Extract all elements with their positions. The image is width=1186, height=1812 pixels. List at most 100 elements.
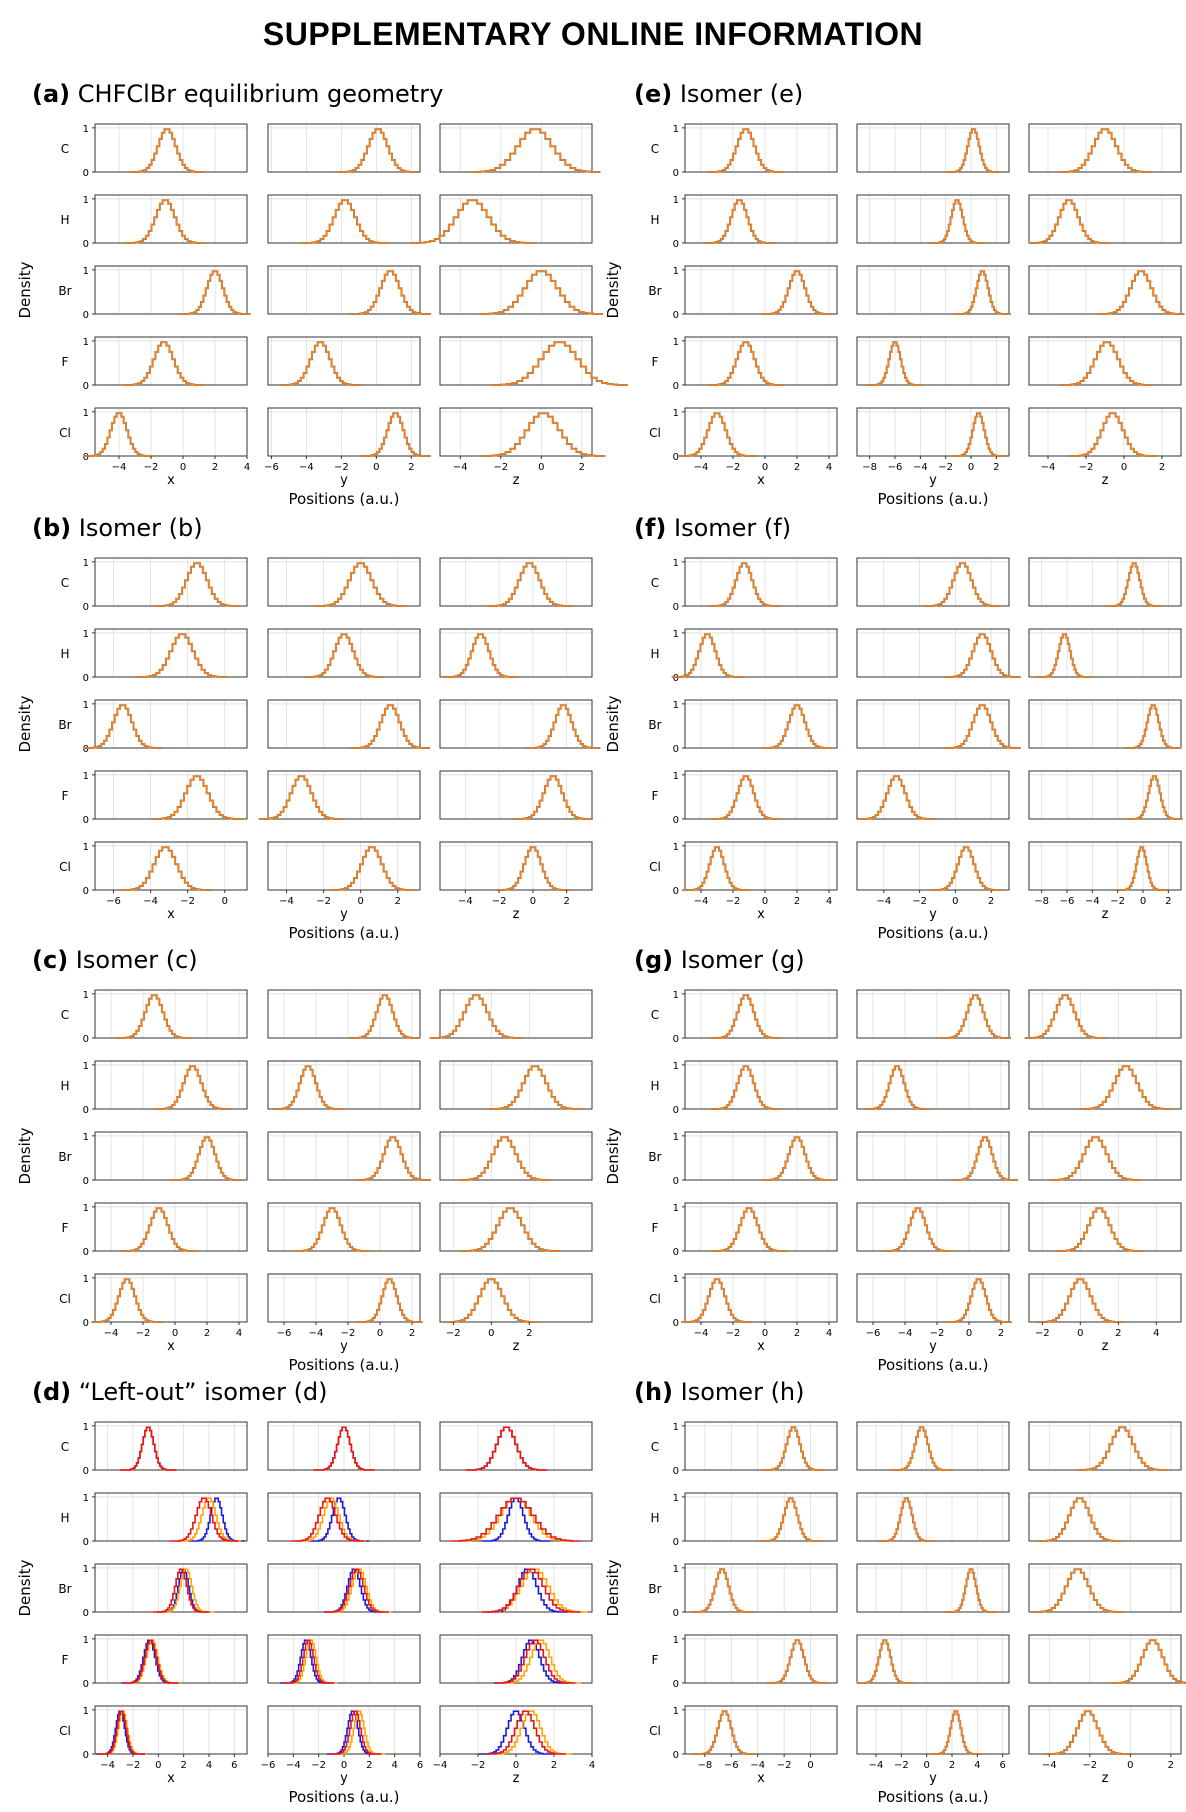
histogram-series (954, 270, 1011, 315)
axes-Cl-y: −6 −4 −2 0 2 y (856, 1273, 1012, 1354)
column-label: y (929, 473, 937, 488)
atom-label: C (651, 1008, 659, 1022)
x-axis-label: Positions (a.u.) (878, 924, 989, 942)
y-tick-label: 1 (673, 408, 679, 419)
histogram-series (151, 775, 243, 820)
axes-F-y (267, 1634, 421, 1684)
axes-C-x: 10 (673, 1421, 838, 1477)
histogram-series (350, 704, 430, 749)
x-tick-label: 4 (391, 1760, 397, 1771)
axes-frame (856, 1705, 1010, 1755)
axes-frame (1028, 1421, 1182, 1471)
atom-label: C (651, 1440, 659, 1454)
axes-Cl-x: 1 0 −8 −6 −4 −2 0 x (673, 1705, 838, 1786)
x-tick-label: −6 (277, 1328, 292, 1339)
x-tick-label: 2 (998, 1328, 1004, 1339)
histogram-series (176, 1497, 242, 1542)
x-tick-label: 0 (377, 1328, 383, 1339)
histogram-series (282, 1639, 335, 1684)
x-tick-label: 0 (966, 1328, 972, 1339)
y-tick-label: 0 (673, 1105, 679, 1116)
histogram-series (123, 341, 205, 386)
axes-frame (94, 265, 248, 315)
axes-frame (1028, 699, 1182, 749)
axes-frame (1028, 989, 1182, 1039)
histogram-series (124, 199, 207, 244)
panel-e: (e) Isomer (e)DensityC10H10Br10F10Cl10−4… (604, 80, 1185, 508)
histogram-series (301, 199, 389, 244)
column-label: y (340, 907, 348, 922)
x-tick-label: 6 (231, 1760, 237, 1771)
histogram-series (83, 412, 155, 457)
x-tick-label: 4 (589, 1760, 595, 1771)
histogram-series (329, 846, 415, 891)
histogram-series (923, 562, 1002, 607)
axes-frame (1028, 1202, 1182, 1252)
axes-C-y (267, 1421, 421, 1471)
column-label: z (1102, 1771, 1109, 1786)
histogram-series (154, 1065, 231, 1110)
x-tick-label: 2 (180, 1760, 186, 1771)
axes-frame (267, 1634, 421, 1684)
histogram-series (120, 1207, 198, 1252)
x-tick-label: 2 (1115, 1328, 1121, 1339)
histogram-series (481, 412, 606, 457)
x-tick-label: −2 (1079, 462, 1094, 473)
histogram-series (356, 1278, 423, 1323)
x-tick-label: −2 (726, 896, 741, 907)
column-label: x (167, 1771, 175, 1786)
y-tick-label: 1 (83, 1203, 89, 1214)
axes-F-y (856, 1634, 1010, 1684)
histogram-series (863, 1065, 931, 1110)
y-tick-label: 0 (83, 1318, 89, 1329)
histogram-series (693, 1710, 756, 1755)
axes-Cl-y: −4 −2 0 2 y (856, 841, 1010, 922)
axes-frame (267, 407, 421, 457)
histogram-series (116, 994, 193, 1039)
panel-letter: (a) (32, 80, 70, 108)
axes-Cl-x: 1 0 −6 −4 −2 0 x (83, 841, 248, 922)
histogram-series (939, 994, 1011, 1039)
axes-C-y (856, 557, 1010, 607)
axes-H-y (856, 1492, 1010, 1542)
histogram-series (944, 1568, 998, 1613)
y-tick-label: 0 (83, 381, 89, 392)
x-tick-label: 0 (530, 896, 536, 907)
y-tick-label: 0 (83, 602, 89, 613)
axes-frame (856, 628, 1010, 678)
y-tick-label: 1 (83, 771, 89, 782)
histogram-series (856, 1639, 914, 1684)
axes-F-z (439, 336, 628, 386)
axes-frame (856, 1060, 1010, 1110)
y-tick-label: 1 (83, 1493, 89, 1504)
x-tick-label: −2 (912, 896, 927, 907)
axes-C-y (856, 989, 1011, 1039)
x-axis-label: Positions (a.u.) (289, 490, 400, 508)
histogram-series (154, 562, 240, 607)
axes-frame (1028, 628, 1182, 678)
y-tick-label: 1 (673, 1274, 679, 1285)
x-axis-label: Positions (a.u.) (878, 490, 989, 508)
x-tick-label: 2 (563, 896, 569, 907)
y-tick-label: 1 (673, 629, 679, 640)
histogram-series (526, 704, 601, 749)
histogram-series (513, 775, 593, 820)
histogram-series (488, 1065, 582, 1110)
axes-frame (1028, 1273, 1182, 1323)
axes-frame (684, 1202, 838, 1252)
histogram-series (128, 128, 206, 173)
histogram-series (1036, 1278, 1124, 1323)
histogram-series (491, 341, 628, 386)
axes-F-z (439, 770, 593, 820)
histogram-series (116, 994, 193, 1039)
x-tick-label: −2 (144, 462, 159, 473)
x-tick-label: −2 (1035, 1328, 1050, 1339)
axes-frame (856, 336, 1010, 386)
histogram-series (354, 1136, 431, 1181)
axes-F-y (267, 336, 421, 386)
x-tick-label: 0 (1077, 1328, 1083, 1339)
x-tick-label: −2 (1082, 1760, 1097, 1771)
histogram-series (350, 704, 430, 749)
axes-frame (1028, 1131, 1182, 1181)
histogram-series (485, 1710, 566, 1755)
